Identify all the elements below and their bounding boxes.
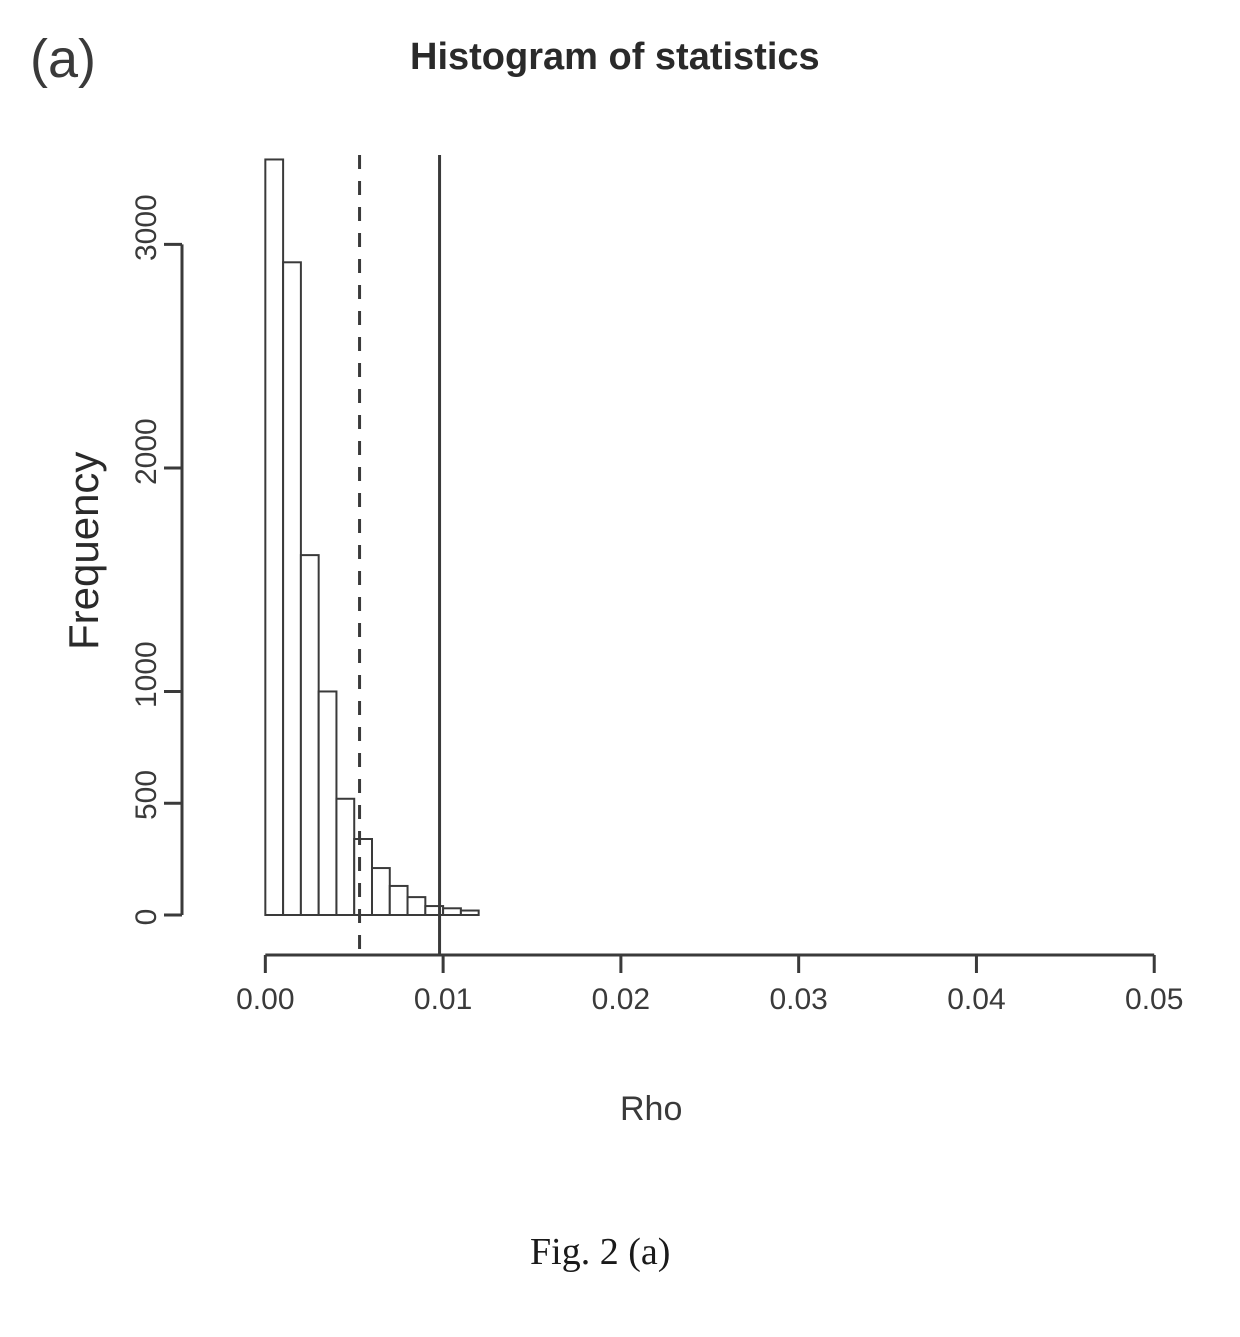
figure-caption: Fig. 2 (a)	[530, 1230, 670, 1274]
x-axis-label: Rho	[620, 1090, 682, 1129]
x-tick-label: 0.02	[581, 983, 661, 1017]
x-tick-label: 0.00	[225, 983, 305, 1017]
y-tick-label: 3000	[130, 231, 164, 261]
x-tick-label: 0.05	[1114, 983, 1194, 1017]
histogram-plot	[0, 0, 1240, 1100]
y-tick-label: 0	[130, 902, 164, 932]
y-tick-label: 2000	[130, 455, 164, 485]
x-tick-label: 0.01	[403, 983, 483, 1017]
y-tick-label: 500	[130, 790, 164, 820]
y-axis-label: Frequency	[60, 452, 108, 650]
y-tick-label: 1000	[130, 678, 164, 708]
x-tick-label: 0.03	[759, 983, 839, 1017]
x-tick-label: 0.04	[936, 983, 1016, 1017]
